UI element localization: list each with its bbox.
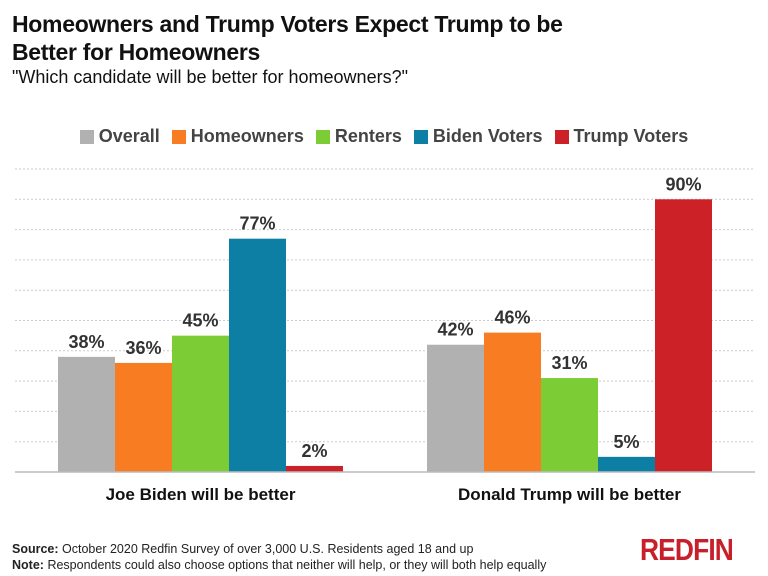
legend-item: Overall [79,126,160,147]
bar [598,456,655,472]
source-label: Source: [12,542,59,556]
source-text: October 2020 Redfin Survey of over 3,000… [62,542,474,556]
bar [115,362,172,472]
data-label: 31% [551,353,587,373]
bar [655,199,712,473]
note-label: Note: [12,558,44,572]
bar [58,356,115,472]
data-label: 46% [494,308,530,328]
chart-title: Homeowners and Trump Voters Expect Trump… [12,11,563,65]
legend-label: Trump Voters [573,126,689,146]
data-label: 36% [125,338,161,358]
bar [484,332,541,472]
data-label: 90% [665,174,701,194]
legend-label: Renters [334,126,402,146]
bar [427,344,484,472]
bar [229,238,286,472]
legend-label: Homeowners [190,126,304,146]
bar [172,335,229,472]
data-label: 38% [68,332,104,352]
data-label: 2% [301,441,327,461]
legend-label: Overall [98,126,160,146]
data-label: 5% [613,432,639,452]
legend-item: Biden Voters [413,126,543,147]
legend-swatch [171,129,186,144]
legend-swatch [554,129,569,144]
data-label: 42% [437,320,473,340]
legend: Overall Homeowners Renters Biden Voters Trum… [0,126,768,147]
bar [286,465,343,472]
note-line: Note: Respondents could also choose opti… [12,557,546,573]
legend-swatch [315,129,330,144]
legend-item: Renters [315,126,402,147]
category-label: Joe Biden will be better [106,485,296,504]
chart-subtitle: "Which candidate will be better for home… [12,67,408,87]
legend-item: Trump Voters [554,126,689,147]
legend-label: Biden Voters [432,126,543,146]
note-text: Respondents could also choose options th… [47,558,547,572]
footer: Source: October 2020 Redfin Survey of ov… [12,541,546,573]
category-label: Donald Trump will be better [458,485,681,504]
legend-item: Homeowners [171,126,304,147]
data-label: 45% [182,311,218,331]
redfin-logo: REDFIN [640,532,734,567]
legend-swatch [413,129,428,144]
data-label: 77% [239,214,275,234]
bar [541,378,598,472]
source-line: Source: October 2020 Redfin Survey of ov… [12,541,546,557]
legend-swatch [79,129,94,144]
